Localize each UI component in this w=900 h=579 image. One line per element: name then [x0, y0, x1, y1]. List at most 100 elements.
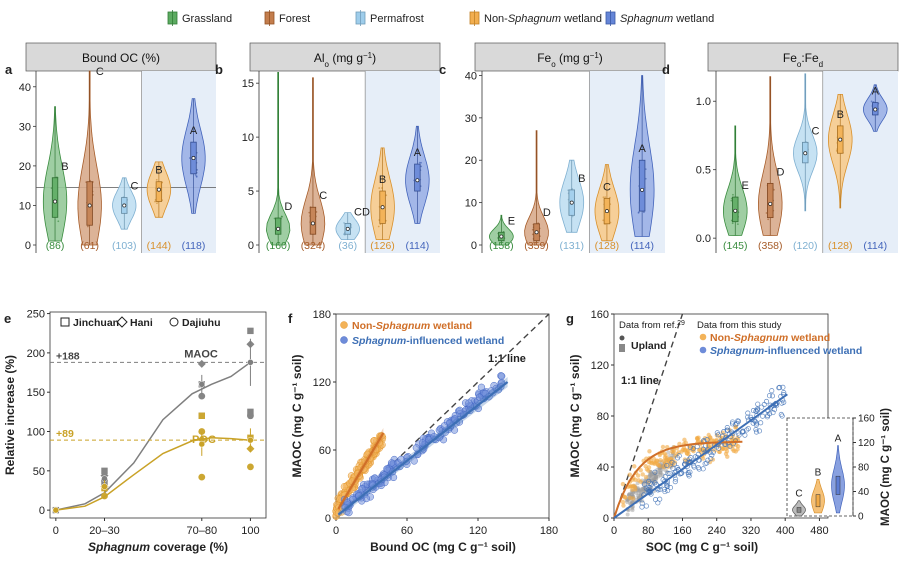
label-part: wetland [788, 332, 830, 344]
legend-marker-nonsph [699, 333, 707, 341]
group-forest-point [767, 218, 770, 221]
data-point-sph [662, 489, 668, 495]
data-point-sph [769, 388, 775, 394]
y-tick-label: 0 [39, 505, 45, 517]
data-point-sph [475, 393, 484, 401]
y-tick-label: 0.5 [696, 165, 711, 177]
legend-label: Jinchuan [73, 317, 119, 329]
label-part: Sphagnum [710, 345, 764, 357]
data-point-nonsph [623, 495, 628, 500]
group-grassland-median [53, 199, 57, 204]
group-sph-box [414, 163, 421, 192]
group-forest-point [531, 233, 534, 236]
significance-letter: C [603, 181, 611, 193]
y-tick-label: 40 [19, 82, 31, 94]
data-point-nonsph [627, 472, 632, 477]
group-forest-box [309, 206, 317, 235]
poc-mean-point [52, 506, 60, 514]
significance-letter: D [284, 201, 292, 213]
data-point-sph [672, 479, 678, 485]
group-sph-point [420, 165, 423, 168]
group-forest-point [308, 211, 311, 214]
maoc-reference-label: +188 [56, 350, 80, 362]
one-to-one-label: 1:1 line [488, 353, 526, 365]
upland-data-point [654, 474, 659, 479]
poc-trend-line [55, 437, 251, 511]
group-permafrost-point [343, 221, 345, 224]
group-sph-point [637, 211, 640, 214]
legend-marker-sph [699, 346, 707, 354]
upland-data-point [625, 512, 630, 517]
legend-circle-marker [169, 317, 179, 327]
data-point-sph [777, 384, 783, 391]
upland-data-point [636, 491, 641, 496]
y-tick-label: 10 [19, 200, 31, 212]
upland-data-point [650, 478, 655, 483]
panel-letter: a [5, 62, 13, 77]
group-sph-point [870, 100, 873, 103]
data-point-sph [686, 456, 692, 462]
y-tick-label: 0 [325, 513, 331, 525]
data-point-sph [753, 427, 759, 433]
title-part: Bound OC (%) [82, 51, 160, 65]
group-grassland-point [736, 223, 739, 226]
upland-data-point [640, 486, 645, 491]
sample-size: (86) [46, 240, 65, 252]
legend-square-marker [60, 317, 70, 327]
significance-letter: C [319, 190, 327, 202]
data-point-sph [641, 481, 647, 487]
panel-letter: f [288, 311, 293, 326]
data-point-sph [758, 420, 764, 426]
group-nonsph-median [604, 209, 609, 214]
data-point-nonsph [657, 463, 662, 469]
maoc-data-point [247, 408, 254, 416]
upland-data-point [631, 490, 636, 495]
title-sub: o [797, 60, 802, 69]
data-point-sph [756, 428, 762, 434]
data-point-sph [710, 449, 716, 455]
data-point-sph [418, 439, 427, 447]
reference-data-note: Data from ref.29 [619, 320, 685, 332]
data-point-nonsph [638, 479, 643, 484]
group-forest-median [311, 221, 315, 226]
maoc-data-point [247, 327, 254, 335]
inset-y-tick-label: 40 [858, 487, 870, 498]
data-point-sph [753, 408, 759, 414]
legend-label-sph: Sphagnum wetland [620, 13, 714, 25]
panel-letter: e [4, 311, 11, 326]
x-tick-label: 0 [53, 525, 59, 537]
label-part: Sphagnum [620, 13, 673, 25]
legend-upland-label: Upland [631, 340, 667, 352]
data-point-nonsph [663, 457, 669, 463]
y-tick-label: 40 [465, 70, 477, 82]
y-tick-label: 100 [27, 427, 45, 439]
panel-header [474, 42, 666, 72]
group-sph-point [420, 161, 422, 164]
sample-size: (358) [758, 240, 783, 252]
data-point-nonsph [638, 467, 643, 473]
group-sph-box [638, 159, 646, 212]
group-grassland-box [51, 177, 59, 218]
data-point-sph [665, 470, 671, 477]
inset-y-tick-label: 120 [858, 438, 875, 449]
group-sph-point [418, 161, 421, 164]
panel-header [25, 42, 217, 72]
study-data-note: Data from this study [697, 320, 782, 331]
upland-data-point [658, 471, 663, 476]
data-point-sph [729, 421, 736, 427]
sample-size: (103) [112, 240, 137, 252]
upland-data-point [630, 506, 635, 511]
data-point-nonsph [682, 457, 688, 462]
sample-size: (160) [266, 240, 291, 252]
data-point-sph [763, 398, 770, 405]
data-point-sph [695, 465, 701, 471]
data-point-sph [765, 412, 771, 419]
significance-letter: B [379, 174, 386, 186]
sample-size: (128) [828, 240, 853, 252]
x-axis-label: SOC (mg C g⁻¹ soil) [646, 540, 758, 554]
upland-data-point [653, 476, 658, 481]
data-point-sph [410, 457, 418, 465]
y-tick-label: 20 [465, 155, 477, 167]
data-point-sph [727, 443, 733, 449]
upland-data-point [630, 508, 635, 513]
